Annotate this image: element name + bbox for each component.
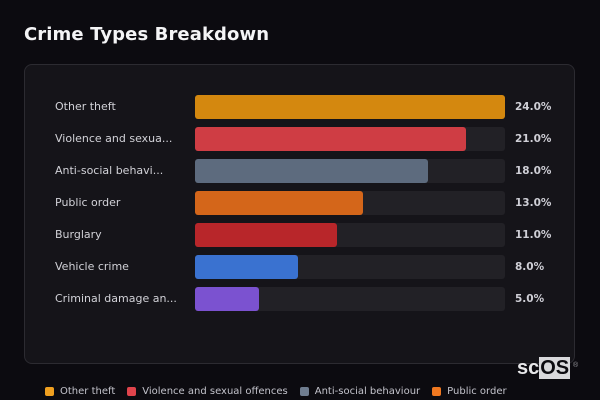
legend-item-violence[interactable]: Violence and sexual offences	[127, 386, 288, 397]
registered-mark: ®	[572, 362, 579, 369]
bar-label: Burglary	[55, 228, 102, 241]
legend-label: Other theft	[60, 386, 116, 397]
bar-track	[195, 191, 505, 215]
legend-swatch-icon	[299, 387, 309, 396]
legend-label: Violence and sexual offences	[142, 386, 288, 397]
legend-item-other-theft[interactable]: Other theft	[45, 386, 115, 397]
bar-label: Public order	[55, 196, 121, 209]
bar-fill	[195, 287, 260, 311]
bar-fill	[195, 159, 428, 183]
bar-label: Vehicle crime	[55, 260, 129, 273]
bar-row-public-order[interactable]: Public order 13.0%	[25, 191, 576, 215]
chart-legend: Other theft Violence and sexual offences…	[45, 386, 507, 397]
bar-value: 18.0%	[515, 165, 552, 177]
scos-logo: scOS ®	[517, 357, 578, 379]
logo-suffix: OS	[539, 357, 571, 379]
bar-row-violence[interactable]: Violence and sexua... 21.0%	[25, 127, 576, 151]
bar-fill	[195, 95, 505, 119]
chart-panel: Other theft 24.0% Violence and sexua... …	[24, 64, 575, 364]
bar-label: Other theft	[55, 100, 116, 113]
bar-value: 24.0%	[515, 101, 552, 113]
bar-row-burglary[interactable]: Burglary 11.0%	[25, 223, 576, 247]
bar-track	[195, 255, 505, 279]
legend-label: Public order	[447, 386, 507, 397]
legend-swatch-icon	[127, 387, 137, 396]
bar-row-criminal-damage[interactable]: Criminal damage an... 5.0%	[25, 287, 576, 311]
bar-track	[195, 95, 505, 119]
bar-label: Anti-social behavi...	[55, 164, 164, 177]
bar-value: 8.0%	[515, 261, 545, 273]
bar-label: Violence and sexua...	[55, 132, 173, 145]
legend-item-anti-social[interactable]: Anti-social behaviour	[299, 386, 421, 397]
bar-value: 5.0%	[515, 293, 545, 305]
legend-swatch-icon	[432, 387, 442, 396]
bar-fill	[195, 223, 337, 247]
legend-swatch-icon	[45, 387, 54, 396]
bar-track	[195, 287, 505, 311]
legend-item-public-order[interactable]: Public order	[432, 386, 507, 397]
legend-label: Anti-social behaviour	[314, 386, 421, 397]
bar-fill	[195, 255, 299, 279]
bar-value: 13.0%	[515, 197, 552, 209]
bar-track	[195, 223, 505, 247]
bar-fill	[195, 191, 364, 215]
bar-track	[195, 159, 505, 183]
logo-prefix: sc	[517, 357, 540, 379]
bar-row-vehicle-crime[interactable]: Vehicle crime 8.0%	[25, 255, 576, 279]
bar-value: 11.0%	[515, 229, 552, 241]
bar-fill	[195, 127, 467, 151]
bar-label: Criminal damage an...	[55, 292, 177, 305]
chart-title: Crime Types Breakdown	[24, 24, 270, 45]
bar-row-anti-social[interactable]: Anti-social behavi... 18.0%	[25, 159, 576, 183]
bar-row-other-theft[interactable]: Other theft 24.0%	[25, 95, 576, 119]
bar-track	[195, 127, 505, 151]
bar-value: 21.0%	[515, 133, 552, 145]
